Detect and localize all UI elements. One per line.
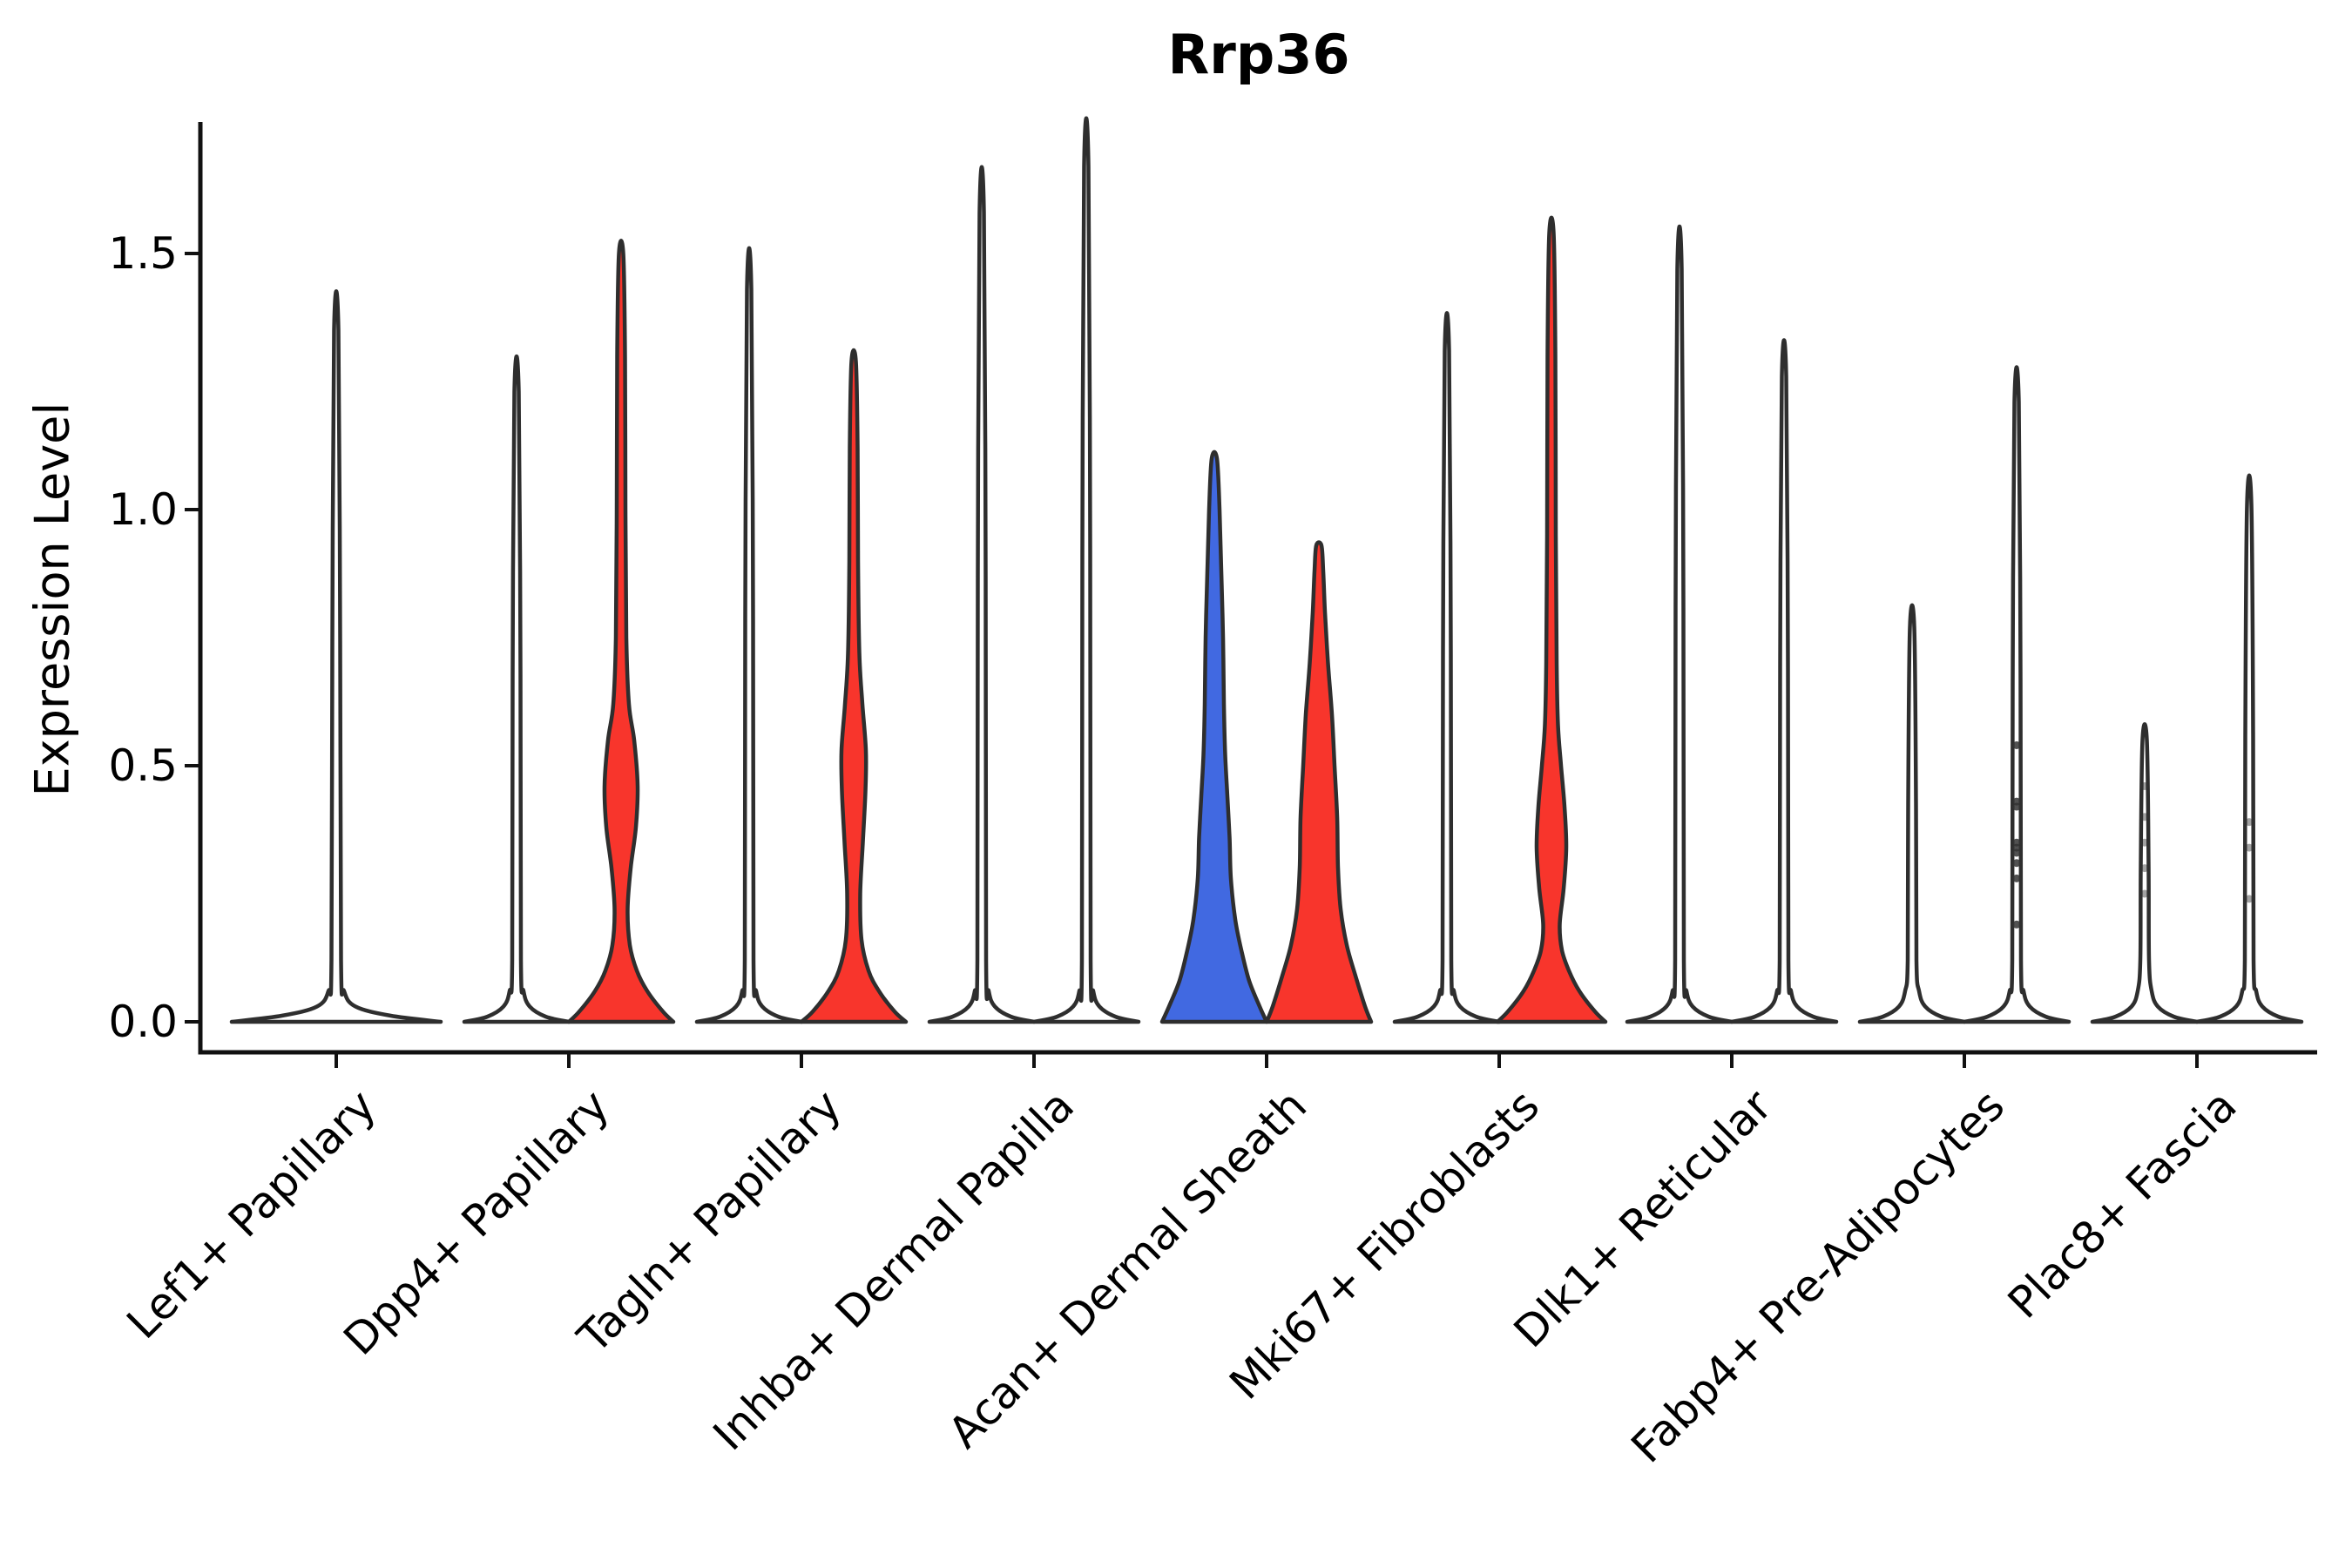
jitter-point: [2012, 920, 2021, 929]
violin-inhba-right: [1031, 116, 1141, 1024]
violin-plac8-left: [2090, 722, 2200, 1024]
axes: [185, 122, 2317, 1068]
violin-acan-left: [1159, 449, 1269, 1024]
violin-lef1-center: [229, 289, 443, 1024]
violin-tagln-right: [799, 348, 909, 1024]
y-axis-label: Expression Level: [24, 402, 80, 797]
violin-tagln-left: [694, 246, 804, 1024]
violin-inhba-left: [927, 165, 1037, 1024]
violin-plac8-right: [2194, 473, 2304, 1024]
jitter-point: [2012, 874, 2021, 882]
violin-fabp4-right: [1962, 365, 2072, 1024]
violin-dlk1-right: [1729, 338, 1839, 1024]
y-tick-label: 0.0: [108, 997, 178, 1047]
y-tick-label: 0.5: [108, 740, 178, 791]
jitter-point: [2245, 843, 2254, 852]
jitter-point: [2012, 802, 2021, 811]
jitter-point: [2140, 813, 2149, 821]
violin-dpp4-left: [462, 355, 571, 1024]
violins-layer: [229, 116, 2304, 1024]
violin-mki67-right: [1495, 215, 1608, 1024]
violin-mki67-left: [1392, 311, 1502, 1024]
jitter-point: [2012, 848, 2021, 857]
violin-dlk1-left: [1625, 224, 1734, 1024]
jitter-point: [2140, 889, 2149, 898]
jitter-point: [2140, 838, 2149, 847]
jitter-point: [2140, 782, 2149, 791]
jitter-point: [2245, 818, 2254, 827]
jitter-point: [2012, 740, 2021, 749]
jitter-point: [2012, 859, 2021, 868]
violin-dpp4-right: [566, 239, 676, 1024]
y-tick-label: 1.5: [108, 228, 178, 279]
jitter-point: [2245, 895, 2254, 903]
y-tick-label: 1.0: [108, 484, 178, 535]
violin-fabp4-left: [1857, 603, 1967, 1024]
jitter-point: [2140, 864, 2149, 873]
plot-title: Rrp36: [1167, 23, 1350, 86]
violin-acan-right: [1264, 540, 1374, 1024]
